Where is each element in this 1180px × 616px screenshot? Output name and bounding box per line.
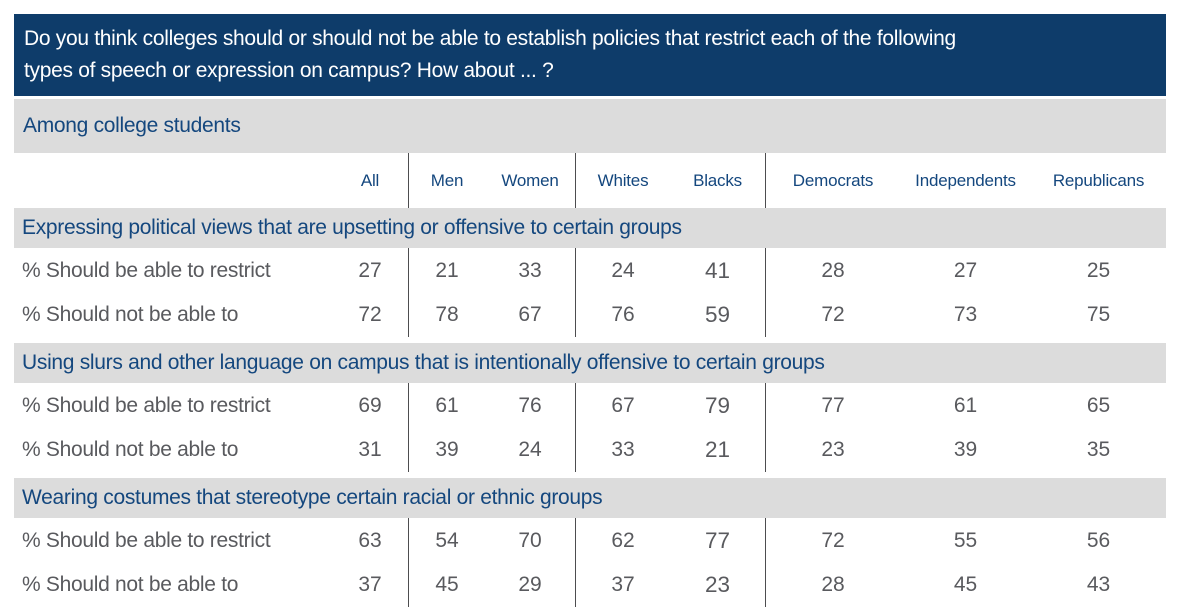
table-cell: 65 (1086, 393, 1111, 417)
table-cell: 67 (518, 303, 542, 326)
table-cell: 35 (1086, 438, 1111, 461)
table-cell: 59 (704, 302, 731, 327)
table-cell: 63 (358, 528, 382, 552)
question-title-line-1: Do you think colleges should or should n… (24, 27, 956, 50)
row-label: % Should be able to restrict (22, 528, 271, 552)
row-label: % Should not be able to (22, 573, 239, 596)
column-header-republicans: Republicans (1052, 170, 1145, 190)
table-cell: 78 (408, 293, 485, 337)
table-cell: 41 (704, 257, 731, 283)
table-cell: 39 (408, 428, 485, 472)
column-header-women: Women (501, 170, 559, 190)
table-cell: 79 (704, 392, 731, 418)
row-label: % Should be able to restrict (22, 258, 271, 282)
table-cell: 24 (518, 438, 542, 461)
table-cell: 77 (704, 527, 731, 553)
column-header-whites: Whites (575, 153, 670, 208)
row-label: % Should not be able to (22, 438, 239, 461)
table-cell: 31 (358, 438, 382, 461)
section-header-text: Wearing costumes that stereotype certain… (22, 486, 603, 509)
table-cell: 28 (765, 563, 900, 607)
table-cell: 21 (704, 437, 731, 462)
table-cell: 45 (408, 563, 485, 607)
table-cell: 55 (953, 528, 978, 552)
table-cell: 37 (358, 573, 382, 596)
table-row: % Should be able to restrict 27 21 33 24… (14, 248, 1166, 293)
row-label: % Should be able to restrict (22, 393, 271, 417)
section-header: Wearing costumes that stereotype certain… (14, 478, 1166, 518)
table-cell: 54 (408, 518, 485, 563)
table-cell: 28 (765, 248, 900, 293)
table-cell: 43 (1086, 573, 1111, 596)
table-cell: 23 (704, 572, 731, 597)
table-cell: 61 (953, 393, 978, 417)
column-header-row: All Men Women Whites Blacks Democrats In… (14, 153, 1166, 208)
table-cell: 21 (408, 248, 485, 293)
section-header: Using slurs and other language on campus… (14, 343, 1166, 383)
table-cell: 73 (953, 303, 978, 326)
table-cell: 33 (518, 258, 542, 282)
table-cell: 37 (575, 563, 670, 607)
table-cell: 70 (518, 528, 542, 552)
column-header-democrats: Democrats (765, 153, 900, 208)
table-row: % Should be able to restrict 63 54 70 62… (14, 518, 1166, 563)
table-cell: 76 (518, 393, 542, 417)
table-cell: 56 (1086, 528, 1111, 552)
table-cell: 27 (953, 258, 978, 282)
table-cell: 23 (765, 428, 900, 472)
section-header-text: Using slurs and other language on campus… (22, 351, 825, 374)
table-cell: 39 (953, 438, 978, 461)
table-cell: 72 (765, 293, 900, 337)
table-cell: 77 (765, 383, 900, 428)
table-cell: 75 (1086, 303, 1111, 326)
column-header-men: Men (408, 153, 485, 208)
column-header-all: All (360, 170, 380, 190)
section-header-text: Expressing political views that are upse… (22, 216, 682, 239)
column-header-spacer (14, 153, 332, 208)
table-cell: 67 (575, 383, 670, 428)
table-cell: 72 (765, 518, 900, 563)
table-cell: 62 (575, 518, 670, 563)
question-title-bar: Do you think colleges should or should n… (14, 14, 1166, 96)
table-cell: 76 (575, 293, 670, 337)
table-cell: 29 (518, 573, 542, 596)
table-row: % Should not be able to 72 78 67 76 59 7… (14, 293, 1166, 337)
table-cell: 45 (953, 573, 978, 596)
table-cell: 25 (1086, 258, 1111, 282)
table-row: % Should be able to restrict 69 61 76 67… (14, 383, 1166, 428)
section-header: Expressing political views that are upse… (14, 208, 1166, 248)
question-title-line-2: types of speech or expression on campus?… (24, 59, 554, 82)
table-cell: 72 (358, 303, 382, 326)
subtitle-band: Among college students (14, 99, 1166, 153)
table-row: % Should not be able to 37 45 29 37 23 2… (14, 563, 1166, 607)
column-header-independents: Independents (915, 170, 1016, 190)
subtitle-text: Among college students (23, 114, 241, 137)
table-cell: 24 (575, 248, 670, 293)
row-label: % Should not be able to (22, 303, 239, 326)
table-cell: 33 (575, 428, 670, 472)
table-row: % Should not be able to 31 39 24 33 21 2… (14, 428, 1166, 472)
table-cell: 69 (358, 393, 382, 417)
column-header-blacks: Blacks (693, 170, 742, 190)
table-cell: 61 (408, 383, 485, 428)
table-cell: 27 (358, 258, 382, 282)
